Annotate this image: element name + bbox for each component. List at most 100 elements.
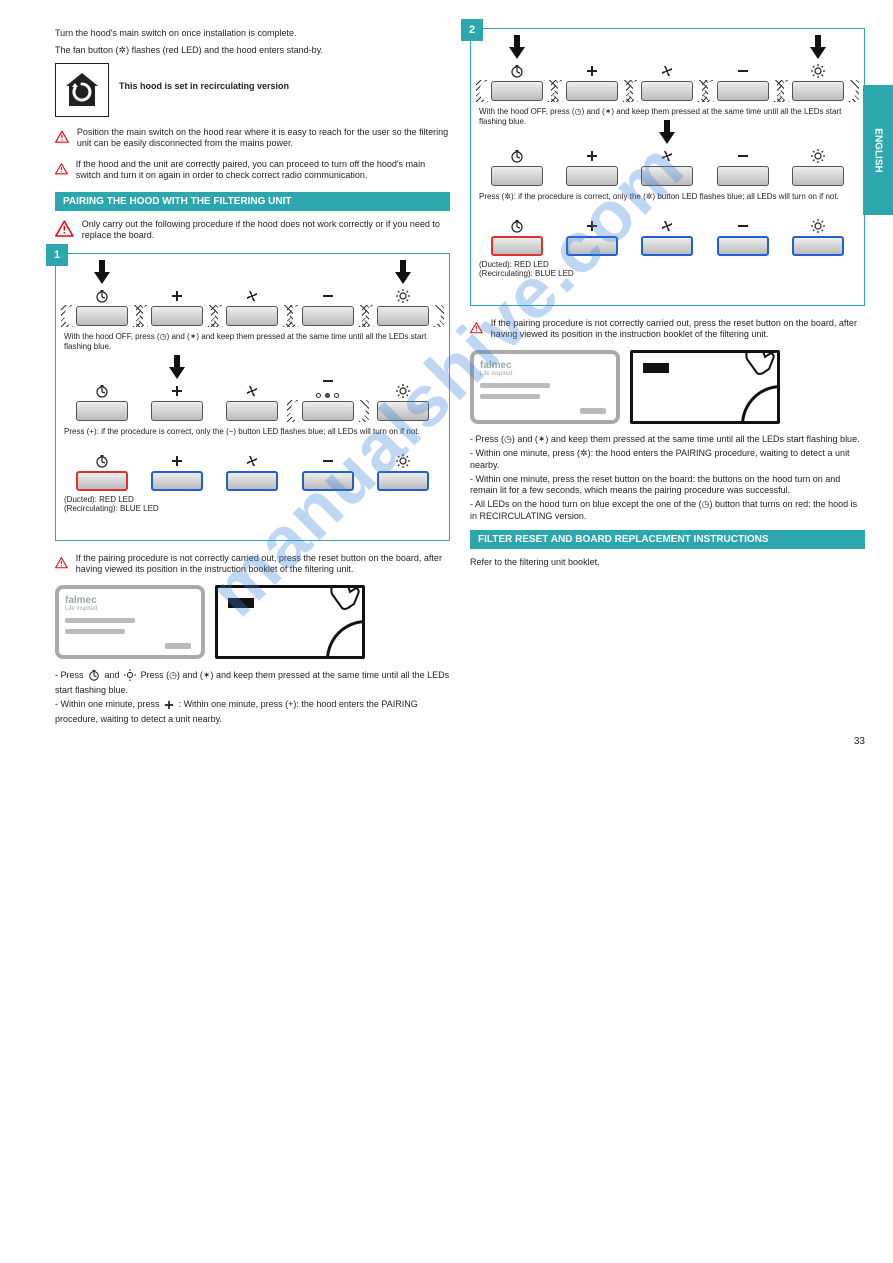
warning-icon — [55, 553, 68, 573]
recirc-icon-box — [55, 63, 109, 117]
plus-icon — [171, 453, 183, 469]
timer-icon — [95, 453, 109, 469]
falmec-card: falmec Life inspired. — [55, 585, 205, 659]
fan-icon — [245, 383, 259, 399]
plus-icon — [586, 218, 598, 234]
language-tab: ENGLISH — [863, 85, 893, 215]
warning-icon — [55, 127, 69, 147]
plus-icon — [171, 383, 183, 399]
panel-button — [226, 306, 278, 326]
step-2-number: 2 — [461, 19, 483, 41]
final-line: - Within one minute, press (✲): the hood… — [470, 448, 865, 471]
fan-icon — [245, 453, 259, 469]
light-icon — [811, 63, 825, 79]
plus-icon — [164, 700, 174, 714]
panel-button-blue — [717, 236, 769, 256]
panel-button — [377, 306, 429, 326]
panel-button — [566, 166, 618, 186]
warning-text-3: Only carry out the following procedure i… — [82, 219, 450, 242]
panel-button — [151, 306, 203, 326]
section-body-reset: Refer to the filtering unit booklet. — [470, 557, 865, 567]
light-icon — [396, 383, 410, 399]
step-1-number: 1 — [46, 244, 68, 266]
section-bar-reset: FILTER RESET AND BOARD REPLACEMENT INSTR… — [470, 530, 865, 549]
panel-button — [491, 81, 543, 101]
panel-button-blue — [302, 471, 354, 491]
arrow-down-icon — [168, 355, 186, 381]
fan-icon — [660, 63, 674, 79]
falmec-card: falmec Life inspired. — [470, 350, 620, 424]
panel-button — [377, 401, 429, 421]
panel-button — [641, 166, 693, 186]
timer-icon — [88, 669, 100, 685]
manual-booklet-icon — [215, 585, 365, 659]
panel-button-blue — [226, 471, 278, 491]
panel-button — [792, 166, 844, 186]
falmec-logo: falmec — [65, 595, 195, 606]
minus-icon — [737, 63, 749, 79]
hand-pointing-icon — [739, 350, 780, 383]
recirc-caption: This hood is set in recirculating versio… — [55, 63, 450, 91]
timer-icon — [510, 63, 524, 79]
step-2-caption-c: (Ducted): RED LED (Recirculating): BLUE … — [479, 260, 856, 279]
final-line: - Press and Press (◷) and (✶) and keep t… — [55, 669, 450, 696]
minus-icon — [322, 288, 334, 304]
card-warning-text-right: If the pairing procedure is not correctl… — [491, 318, 865, 341]
step-1-caption-b: Press (+): if the procedure is correct, … — [64, 427, 441, 437]
house-recirc-icon — [62, 70, 102, 110]
panel-button — [302, 401, 354, 421]
fan-icon — [245, 288, 259, 304]
panel-button — [717, 81, 769, 101]
panel-button-blue — [641, 236, 693, 256]
light-icon — [811, 218, 825, 234]
arrow-down-icon — [93, 260, 111, 286]
minus-icon — [322, 453, 334, 469]
step-1-box: 1 — [55, 253, 450, 541]
timer-icon — [510, 218, 524, 234]
panel-button — [491, 166, 543, 186]
panel-button-blue — [151, 471, 203, 491]
step-1-caption-a: With the hood OFF, press (◷) and (✶) and… — [64, 332, 441, 351]
arrow-down-icon — [809, 35, 827, 61]
warning-icon — [55, 219, 74, 239]
panel-button — [566, 81, 618, 101]
intro-line-2: The fan button (✲) flashes (red LED) and… — [55, 45, 450, 56]
panel-button — [226, 401, 278, 421]
warning-icon — [470, 318, 483, 338]
panel-button — [302, 306, 354, 326]
step-1-caption-c: (Ducted): RED LED (Recirculating): BLUE … — [64, 495, 441, 514]
final-line: - Press (◷) and (✶) and keep them presse… — [470, 434, 865, 446]
panel-button — [151, 401, 203, 421]
panel-button — [641, 81, 693, 101]
card-warning-text-left: If the pairing procedure is not correctl… — [76, 553, 450, 576]
section-bar-pairing: PAIRING THE HOOD WITH THE FILTERING UNIT — [55, 192, 450, 211]
plus-icon — [171, 288, 183, 304]
warning-icon — [55, 159, 68, 179]
panel-button — [76, 401, 128, 421]
panel-button-red — [491, 236, 543, 256]
manual-booklet-icon — [630, 350, 780, 424]
final-line: - All LEDs on the hood turn on blue exce… — [470, 499, 865, 522]
minus-icon — [737, 218, 749, 234]
arrow-down-icon — [658, 120, 676, 146]
falmec-logo: falmec — [480, 360, 610, 371]
intro-block: Turn the hood's main switch on once inst… — [55, 28, 450, 57]
light-icon — [396, 288, 410, 304]
light-icon — [124, 669, 136, 685]
panel-button — [76, 306, 128, 326]
panel-button-blue — [377, 471, 429, 491]
plus-icon — [586, 63, 598, 79]
falmec-tagline: Life inspired. — [65, 606, 195, 612]
warning-text-2: If the hood and the unit are correctly p… — [76, 159, 450, 182]
panel-button-red — [76, 471, 128, 491]
intro-line-1: Turn the hood's main switch on once inst… — [55, 28, 450, 39]
falmec-tagline: Life inspired. — [480, 371, 610, 377]
final-line: - Within one minute, press the reset but… — [470, 474, 865, 497]
arrow-down-icon — [394, 260, 412, 286]
panel-button-blue — [792, 236, 844, 256]
timer-icon — [95, 288, 109, 304]
led-row — [316, 393, 339, 399]
minus-icon — [737, 148, 749, 164]
fan-icon — [660, 218, 674, 234]
panel-button-blue — [566, 236, 618, 256]
